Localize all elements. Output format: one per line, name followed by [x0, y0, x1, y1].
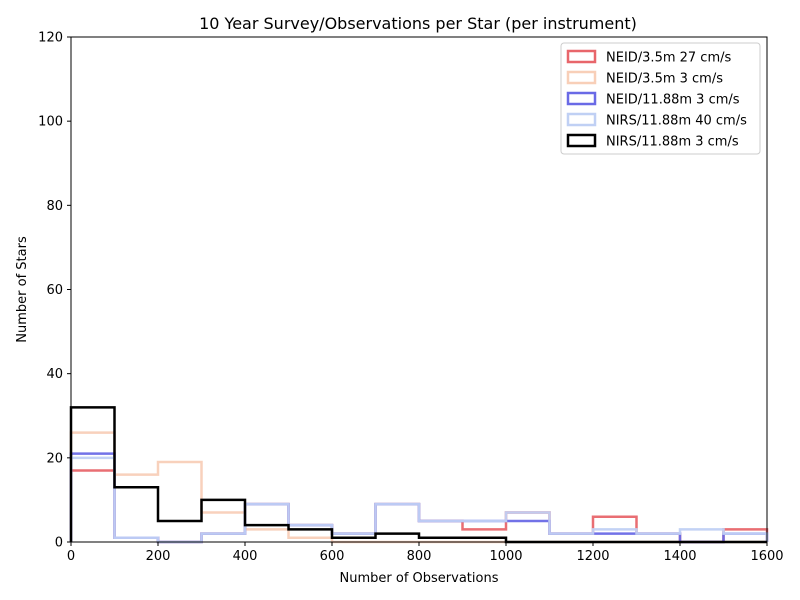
x-tick-label-2: 400: [233, 549, 258, 564]
y-axis-ticks: 0 20 40 60 80 100 120: [38, 31, 71, 551]
x-tick-label-4: 800: [407, 549, 432, 564]
x-tick-label-3: 600: [320, 549, 345, 564]
legend-label-3: NEID/11.88m 3 cm/s: [606, 93, 740, 108]
legend-label-1: NEID/3.5m 27 cm/s: [606, 51, 731, 66]
y-tick-label-4: 80: [46, 199, 63, 214]
x-tick-label-1: 200: [146, 549, 171, 564]
y-tick-label-0: 0: [55, 536, 63, 551]
x-tick-label-6: 1200: [576, 549, 609, 564]
legend: NEID/3.5m 27 cm/s NEID/3.5m 3 cm/s NEID/11…: [560, 42, 761, 155]
x-axis-title: Number of Observations: [340, 571, 499, 586]
legend-swatch-1: [566, 49, 597, 64]
legend-swatch-2: [566, 70, 597, 85]
legend-label-5: NIRS/11.88m 3 cm/s: [606, 135, 739, 150]
x-tick-label-5: 1000: [489, 549, 522, 564]
y-tick-label-6: 120: [38, 31, 63, 46]
legend-swatch-5: [566, 133, 597, 148]
legend-frame: [560, 42, 761, 155]
y-tick-label-2: 40: [46, 367, 63, 382]
legend-swatch-4: [566, 112, 597, 127]
x-tick-label-0: 0: [67, 549, 75, 564]
legend-label-4: NIRS/11.88m 40 cm/s: [606, 114, 747, 129]
y-axis-title: Number of Stars: [15, 236, 30, 343]
legend-swatch-3: [566, 91, 597, 106]
legend-label-2: NEID/3.5m 3 cm/s: [606, 72, 723, 87]
y-tick-label-1: 20: [46, 451, 63, 466]
y-tick-label-3: 60: [46, 283, 63, 298]
chart-title: 10 Year Survey/Observations per Star (pe…: [199, 14, 637, 33]
x-tick-label-7: 1400: [663, 549, 696, 564]
x-tick-label-8: 1600: [750, 549, 783, 564]
y-tick-label-5: 100: [38, 115, 63, 130]
x-axis-ticks: 0 200 400 600 800 1000 1200 1400 1600: [67, 542, 784, 564]
